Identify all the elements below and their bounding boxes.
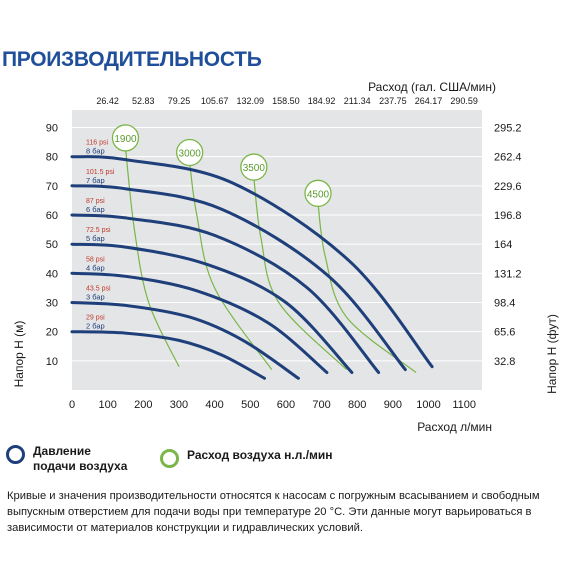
x-tick-label: 200 — [134, 399, 152, 411]
x-tick-label: 100 — [98, 399, 116, 411]
pressure-curve — [70, 242, 354, 374]
y-left-tick-label: 50 — [46, 239, 58, 251]
pressure-psi-label: 29 psi — [86, 315, 105, 322]
y-left-tick-label: 70 — [46, 181, 58, 193]
x-axis-label: Расход л/мин — [417, 420, 492, 434]
air-flow-label: 1900 — [114, 134, 137, 145]
pressure-bar-label: 6 бар — [86, 205, 105, 214]
y-left-tick-label: 10 — [46, 356, 58, 368]
air-flow-label: 3500 — [243, 163, 266, 174]
top-axis-tick-label: 105.67 — [201, 96, 229, 106]
y-left-tick-label: 80 — [46, 152, 58, 164]
y-right-tick-label: 229.6 — [494, 181, 522, 193]
y-left-tick-label: 60 — [46, 210, 58, 222]
legend-pressure-line2: подачи воздуха — [33, 459, 128, 473]
legend-air-label: Расход воздуха н.л./мин — [187, 448, 333, 462]
air-flow-label-circle — [176, 138, 204, 167]
air-flow-label-circle — [240, 153, 268, 181]
x-tick-label: 700 — [312, 399, 330, 411]
pressure-psi-label: 58 psi — [86, 256, 105, 263]
pressure-psi-label: 87 psi — [86, 198, 105, 205]
y-right-tick-label: 32.8 — [494, 356, 515, 368]
top-axis-tick-label: 237.75 — [379, 96, 407, 106]
air-flow-label-circle — [111, 124, 140, 152]
x-tick-label: 1100 — [452, 399, 476, 411]
x-tick-label: 900 — [384, 399, 402, 411]
pressure-bar-label: 8 бар — [86, 147, 105, 156]
pressure-bar-label: 5 бар — [86, 234, 105, 243]
air-flow-label-circle — [304, 179, 332, 207]
pressure-bar-label: 4 бар — [86, 263, 105, 272]
top-axis-tick-label: 52.83 — [132, 96, 155, 106]
y-right-tick-label: 65.6 — [494, 327, 515, 339]
page-title: ПРОИЗВОДИТЕЛЬНОСТЬ — [2, 48, 262, 71]
y-axis-right-label: Напор H (фут) — [545, 314, 559, 394]
air-flow-curve-3000 — [189, 162, 273, 370]
x-tick-label: 800 — [348, 399, 366, 411]
y-axis-left-label: Напор H (м) — [12, 320, 26, 388]
pressure-bar-label: 2 бар — [86, 322, 105, 331]
y-left-tick-label: 20 — [46, 327, 58, 339]
x-tick-label: 300 — [170, 399, 188, 411]
top-axis-tick-label: 79.25 — [168, 96, 191, 106]
y-right-tick-label: 262.4 — [494, 152, 522, 164]
air-flow-curve-4500 — [317, 203, 417, 373]
pressure-bar-label: 3 бар — [86, 293, 105, 302]
pressure-curve — [70, 271, 329, 374]
top-axis-tick-label: 290.59 — [450, 96, 478, 106]
top-axis-tick-label: 132.09 — [236, 96, 264, 106]
top-axis-label: Расход (гал. США/мин) — [368, 80, 496, 94]
air-flow-curve-3500 — [253, 177, 347, 371]
pressure-curve — [70, 184, 407, 372]
x-tick-label: 600 — [277, 399, 295, 411]
pressure-psi-label: 101.5 psi — [86, 169, 115, 176]
legend-pressure-icon — [6, 445, 25, 464]
y-right-tick-label: 295.2 — [494, 123, 522, 135]
air-flow-label: 4500 — [307, 189, 330, 200]
y-right-tick-label: 131.2 — [494, 268, 522, 280]
legend-air: Расход воздуха н.л./мин — [160, 448, 333, 468]
footnote: Кривые и значения производительности отн… — [7, 490, 540, 534]
y-right-tick-label: 196.8 — [494, 210, 522, 222]
x-tick-label: 400 — [205, 399, 223, 411]
y-left-tick-label: 40 — [46, 268, 58, 280]
top-axis-tick-label: 211.34 — [344, 96, 371, 106]
x-tick-label: 1000 — [416, 399, 440, 411]
top-axis-tick-label: 264.17 — [415, 96, 443, 106]
legend-pressure-line1: Давление — [33, 444, 91, 458]
y-right-tick-label: 164 — [494, 239, 512, 251]
y-left-tick-label: 30 — [46, 298, 58, 310]
top-axis-tick-label: 26.42 — [96, 96, 119, 106]
pressure-psi-label: 72.5 psi — [86, 227, 111, 234]
pressure-curve — [70, 155, 434, 369]
pressure-curve — [70, 213, 381, 374]
pressure-bar-label: 7 бар — [86, 176, 105, 185]
x-tick-label: 500 — [241, 399, 259, 411]
top-axis-tick-label: 184.92 — [308, 96, 336, 106]
legend-pressure: Давление подачи воздуха — [6, 444, 127, 474]
pressure-psi-label: 116 psi — [86, 140, 108, 147]
pressure-curve — [70, 301, 300, 380]
x-tick-label: 0 — [69, 399, 75, 411]
y-right-tick-label: 98.4 — [494, 298, 515, 310]
pressure-psi-label: 43.5 psi — [86, 286, 111, 293]
top-axis-tick-label: 158.50 — [272, 96, 300, 106]
legend-air-icon — [160, 449, 179, 468]
air-flow-label: 3000 — [179, 149, 202, 160]
y-left-tick-label: 90 — [46, 123, 58, 135]
pressure-curve — [70, 330, 266, 380]
